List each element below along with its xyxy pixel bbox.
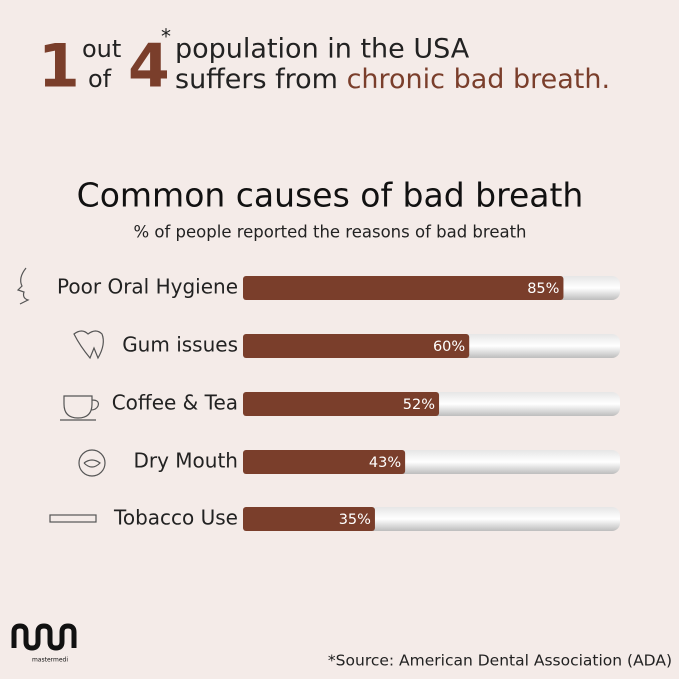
value-label: 85%: [527, 281, 559, 297]
headline-word: of: [88, 65, 112, 93]
asterisk: *: [161, 25, 171, 49]
logo-text: mastermedi: [32, 657, 68, 664]
category-label: Poor Oral Hygiene: [57, 275, 238, 299]
mouth-icon: [78, 449, 106, 477]
cup-icon: [60, 395, 99, 421]
value-label: 60%: [433, 339, 465, 355]
bar: [243, 276, 564, 300]
category-label: Tobacco Use: [113, 506, 238, 530]
category-label: Gum issues: [122, 333, 238, 357]
mouth-icon: [83, 459, 101, 468]
headline-number: 4: [128, 32, 170, 102]
category-label: Dry Mouth: [133, 449, 238, 473]
headline-text: suffers from: [175, 64, 338, 95]
logo-mark: [11, 623, 77, 651]
bar: [243, 334, 470, 358]
headline-number: 1: [38, 32, 80, 102]
icons: [16, 267, 106, 523]
category-label: Coffee & Tea: [112, 391, 238, 415]
face-icon: [16, 267, 30, 305]
tooth-icon: [73, 330, 104, 360]
headline-highlight: chronic bad breath.: [347, 64, 611, 95]
source: *Source: American Dental Association (AD…: [328, 652, 672, 670]
value-label: 35%: [339, 512, 371, 528]
headline-line: population in the USA: [175, 34, 470, 65]
headline-line: suffers from chronic bad breath.: [175, 64, 610, 95]
chart-title: Common causes of bad breath: [77, 176, 584, 215]
bar: [243, 392, 440, 416]
chart-subtitle: % of people reported the reasons of bad …: [133, 223, 526, 242]
bars: Poor Oral Hygiene 85% Gum issues 60% Coffee …: [57, 275, 620, 531]
headline-word: out: [82, 35, 121, 63]
logo: mastermedi: [11, 623, 77, 664]
cigarette-icon: [49, 514, 97, 523]
bar: [243, 450, 406, 474]
value-label: 52%: [403, 397, 435, 413]
value-label: 43%: [369, 455, 401, 471]
bar: [243, 507, 375, 531]
